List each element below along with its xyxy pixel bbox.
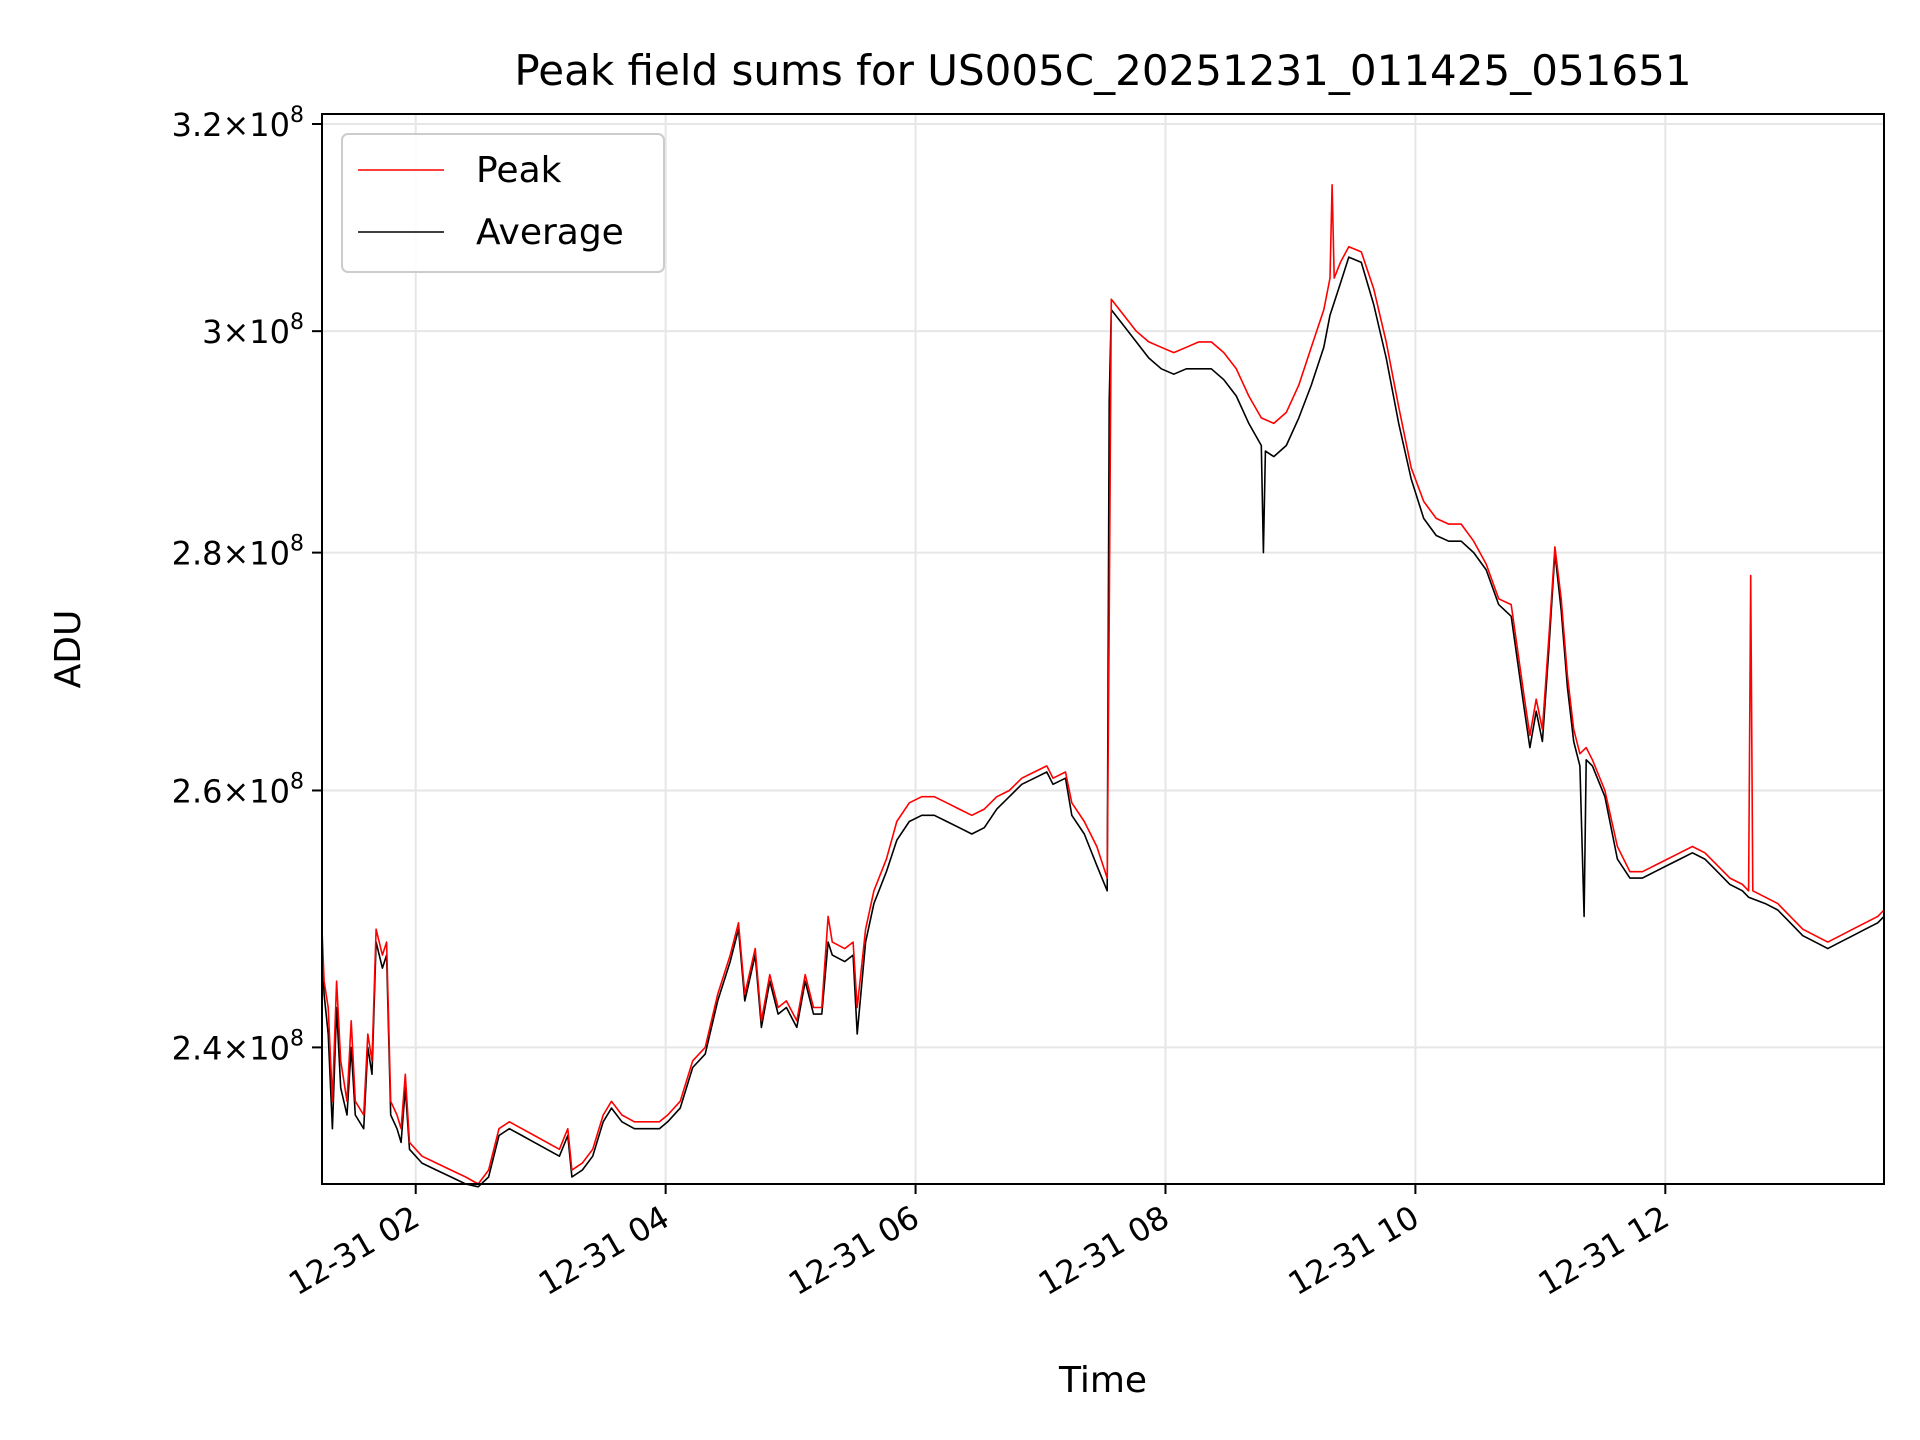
- series-line-average: [321, 256, 1885, 1188]
- y-axis: 2.4×108 2.6×108 2.8×108 3×108 3.2×108: [172, 103, 322, 1067]
- y-tick-label: 3×108: [202, 310, 304, 351]
- y-tick-label: 2.4×108: [172, 1026, 304, 1067]
- legend-label-average: Average: [476, 212, 624, 253]
- legend-label-peak: Peak: [476, 150, 562, 191]
- legend-box: [341, 133, 665, 273]
- y-tick-label: 2.8×108: [172, 532, 304, 573]
- series-lines: [321, 184, 1885, 1188]
- series-line-peak: [321, 184, 1885, 1185]
- y-tick-label: 3.2×108: [172, 103, 304, 144]
- y-tick-label: 2.6×108: [172, 769, 304, 810]
- y-axis-label: ADU: [48, 610, 89, 689]
- x-axis-label: Time: [1058, 1360, 1147, 1401]
- legend: Peak Average: [341, 133, 665, 273]
- plot-area-frame: [321, 113, 1885, 1185]
- chart-title: Peak field sums for US005C_20251231_0114…: [514, 46, 1691, 95]
- grid-lines: [322, 114, 1884, 1184]
